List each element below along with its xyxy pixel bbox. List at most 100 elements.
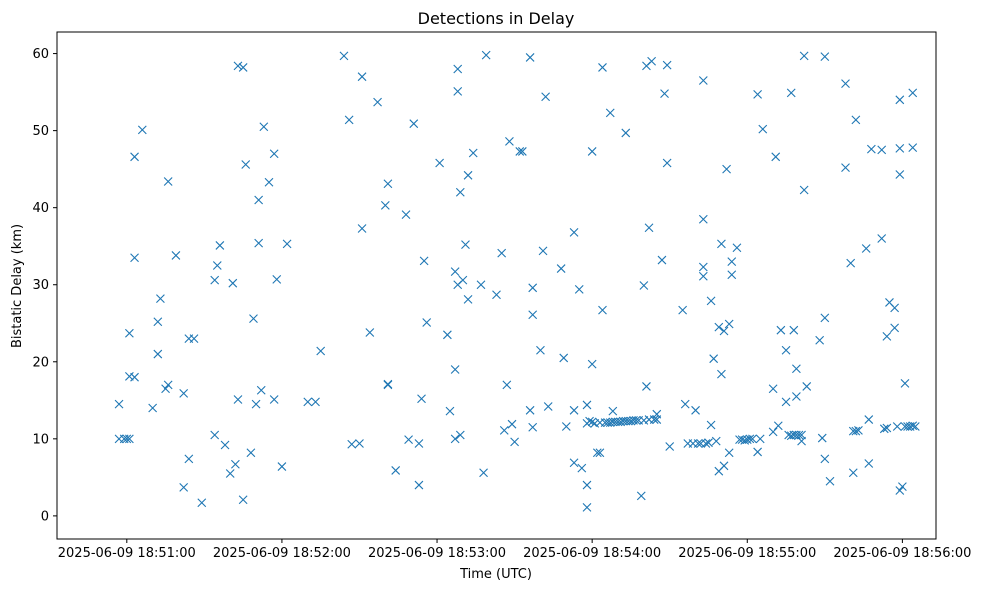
data-point [153, 349, 163, 359]
data-point [442, 330, 452, 340]
data-point [794, 430, 804, 440]
data-point [647, 56, 657, 66]
data-point [598, 305, 607, 315]
data-point [383, 380, 393, 390]
data-point [722, 164, 731, 174]
data-point [642, 382, 651, 391]
x-axis-label: Time (UTC) [459, 567, 532, 582]
data-point [541, 92, 551, 102]
data-point [585, 416, 594, 426]
data-point [357, 72, 367, 82]
data-point [461, 240, 470, 250]
data-point [161, 384, 170, 394]
data-point [401, 210, 411, 220]
data-point [559, 353, 569, 363]
data-point [497, 248, 507, 258]
data-point [768, 384, 778, 394]
data-point [717, 369, 726, 379]
y-tick-label: 40 [32, 201, 49, 216]
data-point [251, 399, 261, 409]
data-point [892, 422, 902, 431]
data-point [882, 331, 892, 341]
data-point [450, 365, 460, 374]
data-point [662, 60, 672, 70]
data-point [861, 244, 871, 253]
data-point [339, 51, 349, 61]
data-point [347, 439, 357, 449]
data-point [479, 468, 488, 478]
data-point [528, 310, 538, 320]
data-point [445, 406, 455, 416]
data-point [649, 415, 659, 424]
data-point [435, 158, 445, 168]
data-point [453, 86, 463, 96]
data-point [908, 88, 918, 98]
data-point [797, 436, 806, 446]
data-point [864, 415, 874, 424]
data-point [130, 372, 139, 382]
data-point [277, 462, 287, 471]
data-point [233, 61, 243, 71]
data-point [130, 152, 139, 162]
data-point [383, 179, 393, 189]
data-point [864, 459, 874, 468]
y-tick-label: 20 [32, 355, 49, 370]
data-point [753, 447, 763, 457]
data-point [792, 364, 801, 374]
data-point [657, 255, 667, 265]
data-point [561, 422, 571, 431]
data-point [786, 88, 796, 98]
data-point [124, 328, 134, 338]
data-point [311, 397, 320, 407]
data-point [124, 434, 134, 444]
data-point [492, 290, 501, 300]
data-point [709, 354, 719, 364]
data-point [249, 314, 258, 324]
data-point [272, 274, 282, 284]
data-point [450, 434, 460, 444]
x-tick-label: 2025-06-09 18:51:00 [58, 546, 196, 561]
data-point [303, 397, 313, 407]
data-point [693, 439, 703, 448]
data-point [344, 115, 354, 125]
data-point [404, 435, 413, 444]
data-point [639, 281, 649, 290]
chart-title: Detections in Delay [418, 9, 575, 28]
data-point [698, 262, 708, 272]
data-point [269, 149, 279, 159]
data-point [179, 388, 189, 398]
data-point [732, 243, 742, 253]
y-axis-label: Bistatic Delay (km) [10, 224, 25, 348]
data-point [698, 76, 708, 85]
data-point [114, 399, 124, 409]
data-point [569, 405, 579, 415]
data-point [499, 425, 509, 435]
data-point [820, 454, 830, 464]
data-point [758, 124, 768, 134]
data-point [660, 89, 669, 99]
data-point [228, 278, 238, 288]
data-point [515, 147, 525, 156]
data-point [450, 267, 460, 277]
data-point [556, 264, 566, 273]
data-point [706, 420, 716, 430]
data-point [877, 234, 887, 243]
data-point [740, 435, 750, 445]
data-point [238, 495, 248, 505]
data-point [184, 454, 194, 464]
data-point [156, 294, 165, 303]
y-tick-label: 0 [41, 509, 49, 524]
data-point [815, 335, 825, 345]
data-point [212, 261, 222, 270]
data-point [380, 200, 390, 210]
data-point [210, 275, 220, 285]
x-tick-label: 2025-06-09 18:55:00 [678, 546, 816, 561]
y-tick-label: 10 [32, 432, 49, 447]
data-point [879, 424, 889, 434]
data-point [574, 284, 584, 294]
data-point [163, 177, 173, 186]
data-point [587, 359, 597, 369]
data-point [895, 486, 905, 495]
data-point [621, 128, 631, 138]
data-point [282, 239, 292, 249]
